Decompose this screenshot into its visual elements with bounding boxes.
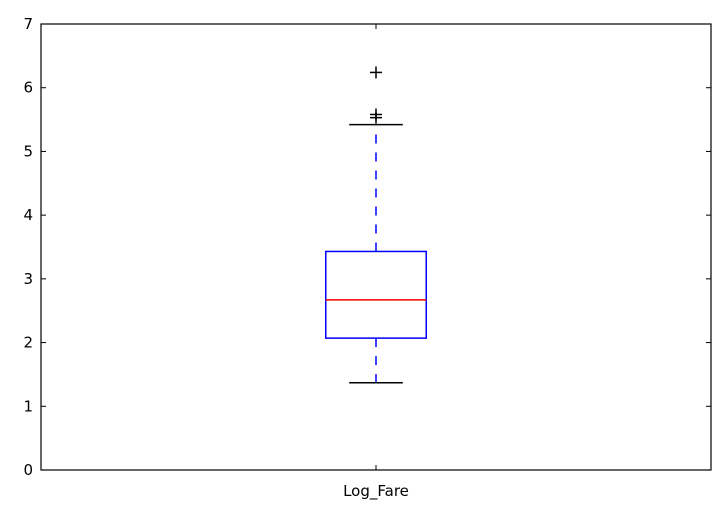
y-tick-label-3: 3 <box>23 270 33 288</box>
boxplot-0 <box>325 66 427 384</box>
y-tick-label-0: 0 <box>23 461 33 479</box>
y-tick-label-7: 7 <box>23 15 33 33</box>
y-tick-label-5: 5 <box>23 142 33 160</box>
x-tick-label-0: Log_Fare <box>343 482 409 501</box>
outlier-2 <box>370 66 382 79</box>
y-axis: 0 1 2 3 4 5 6 7 <box>23 15 711 479</box>
y-tick-label-6: 6 <box>23 79 33 97</box>
y-tick-label-1: 1 <box>23 397 33 415</box>
outlier-1 <box>370 108 382 121</box>
y-tick-label-4: 4 <box>23 206 33 224</box>
box-series <box>325 66 427 384</box>
y-tick-label-2: 2 <box>23 334 33 352</box>
x-axis: Log_Fare <box>343 24 409 501</box>
box-iqr <box>325 250 427 339</box>
